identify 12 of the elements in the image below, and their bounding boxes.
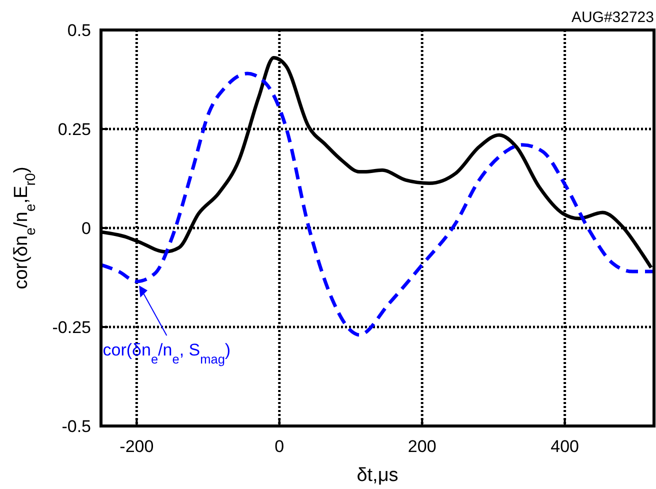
- y-tick-label: 0.5: [67, 21, 91, 40]
- x-tick-label: 400: [550, 437, 579, 456]
- x-axis-title: δt,μs: [356, 465, 398, 486]
- x-tick-label: -200: [120, 437, 154, 456]
- x-tick-label: 200: [408, 437, 436, 456]
- text: AUG#32723: [571, 9, 654, 26]
- y-tick-label: -0.5: [62, 417, 91, 436]
- text: cor(δn$_{e}$/n$_{e}$, S$_{mag}$): [102, 340, 231, 366]
- x-tick-label: 0: [274, 437, 284, 456]
- y-tick-label: 0.25: [58, 120, 91, 139]
- y-tick-label: -0.25: [52, 318, 91, 337]
- y-tick-label: 0: [82, 219, 91, 238]
